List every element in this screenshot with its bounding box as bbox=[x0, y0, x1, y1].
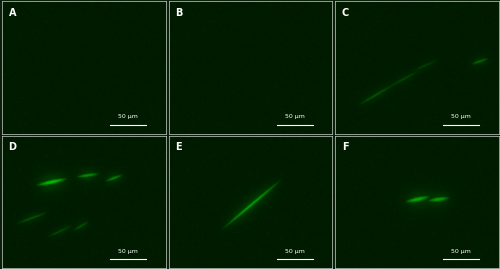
Text: D: D bbox=[8, 142, 16, 152]
Text: E: E bbox=[175, 142, 182, 152]
Text: A: A bbox=[8, 8, 16, 18]
Text: B: B bbox=[175, 8, 182, 18]
Text: 50 μm: 50 μm bbox=[285, 249, 304, 254]
Text: F: F bbox=[342, 142, 348, 152]
Text: 50 μm: 50 μm bbox=[452, 249, 471, 254]
Text: 50 μm: 50 μm bbox=[118, 114, 138, 119]
Text: 50 μm: 50 μm bbox=[452, 114, 471, 119]
Text: 50 μm: 50 μm bbox=[285, 114, 304, 119]
Text: 50 μm: 50 μm bbox=[118, 249, 138, 254]
Text: C: C bbox=[342, 8, 349, 18]
